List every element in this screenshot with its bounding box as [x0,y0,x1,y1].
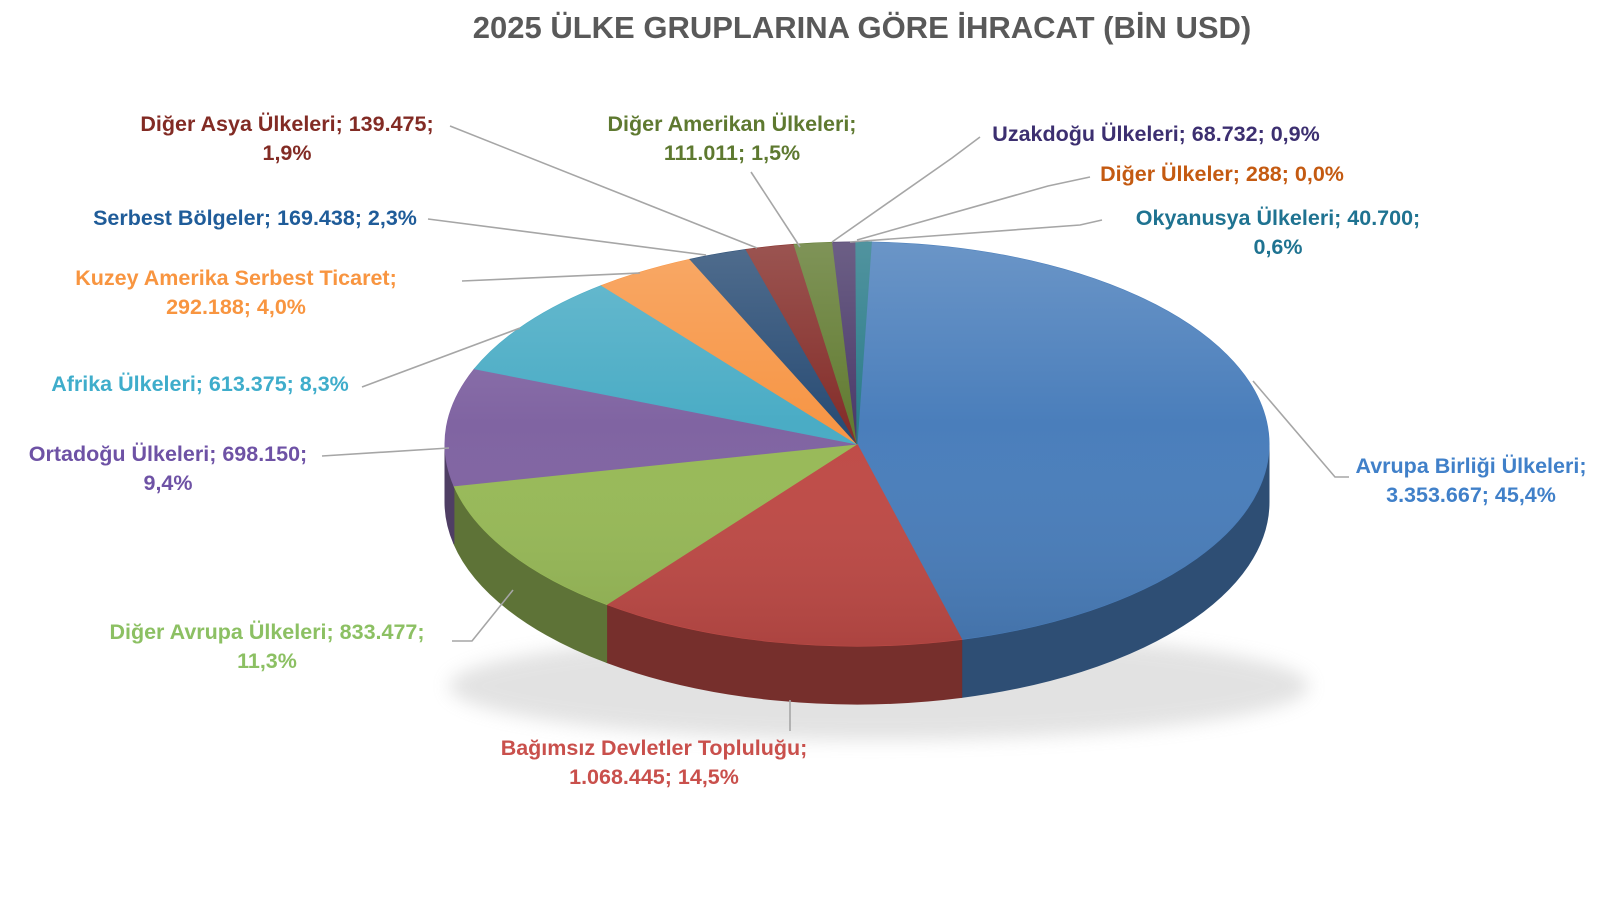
slice-label-line: Diğer Avrupa Ülkeleri; 833.477; [109,620,425,644]
leader-line-9 [831,136,981,243]
slice-label-line: 111.011; 1,5% [663,141,801,165]
slice-label-7: Diğer Asya Ülkeleri; 139.475; 1,9% [140,110,433,168]
slice-label-line: 3.353.667; 45,4% [1386,483,1556,507]
slice-label-line: Okyanusya Ülkeleri; 40.700; [1135,206,1421,230]
leader-line-5 [461,272,641,282]
slice-label-line: 1,9% [262,141,312,165]
slice-label-line: Bağımsız Devletler Topluluğu; [500,736,808,760]
slice-label-line: Diğer Ülkeler; 288; 0,0% [1100,162,1344,186]
slice-label-line: Kuzey Amerika Serbest Ticaret; [75,266,397,290]
leader-line-4 [361,327,521,388]
slice-label-line: Uzakdoğu Ülkeleri; 68.732; 0,9% [992,122,1320,146]
slice-label-line: 1.068.445; 14,5% [569,765,739,789]
leader-line-11 [856,176,1091,241]
leader-line-10 [849,219,1103,243]
slice-label-3: Ortadoğu Ülkeleri; 698.150; 9,4% [29,440,307,498]
slice-label-line: Diğer Amerikan Ülkeleri; [607,112,857,136]
slice-label-line: Diğer Asya Ülkeleri; 139.475; [140,112,434,136]
slice-label-line: 11,3% [237,649,297,673]
slice-label-line: 9,4% [143,471,193,495]
slice-label-5: Kuzey Amerika Serbest Ticaret; 292.188; 4… [75,264,396,322]
slice-label-4: Afrika Ülkeleri; 613.375; 8,3% [51,370,349,399]
slice-label-0: Avrupa Birliği Ülkeleri; 3.353.667; 45,4% [1356,452,1587,510]
slice-label-6: Serbest Bölgeler; 169.438; 2,3% [93,204,417,233]
slice-label-line: Ortadoğu Ülkeleri; 698.150; [28,442,308,466]
slice-label-8: Diğer Amerikan Ülkeleri; 111.011; 1,5% [608,110,857,168]
slice-label-2: Diğer Avrupa Ülkeleri; 833.477; 11,3% [109,618,424,676]
slice-label-9: Uzakdoğu Ülkeleri; 68.732; 0,9% [992,120,1319,149]
slice-label-line: Serbest Bölgeler; 169.438; 2,3% [93,206,417,230]
leader-line-3 [321,447,450,457]
chart-title: 2025 ÜLKE GRUPLARINA GÖRE İHRACAT (BİN U… [472,10,1252,45]
leader-line-8 [750,171,801,248]
slice-label-1: Bağımsız Devletler Topluluğu; 1.068.445; … [501,734,808,792]
slice-label-line: 0,6% [1253,235,1303,259]
slice-label-line: Afrika Ülkeleri; 613.375; 8,3% [51,372,349,396]
slice-label-10: Okyanusya Ülkeleri; 40.700; 0,6% [1136,204,1420,262]
slice-label-line: 292.188; 4,0% [166,295,306,319]
slice-label-line: Avrupa Birliği Ülkeleri; [1355,454,1587,478]
slice-label-11: Diğer Ülkeler; 288; 0,0% [1100,160,1344,189]
leader-line-0 [1252,380,1349,478]
leader-line-6 [427,218,707,256]
leader-line-2 [452,589,514,642]
leader-line-7 [449,125,758,249]
